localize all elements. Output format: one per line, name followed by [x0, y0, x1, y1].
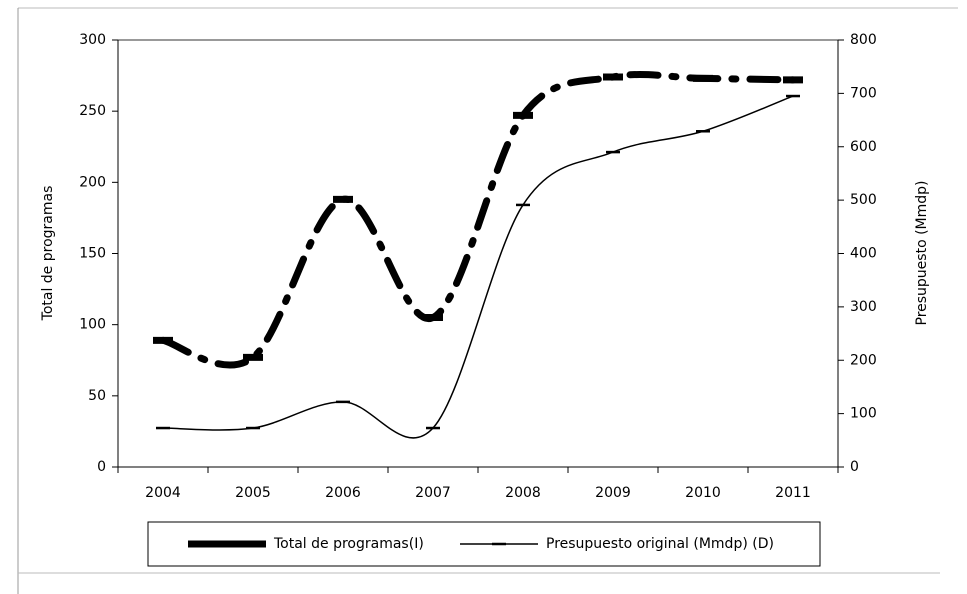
y2-tick-label: 800: [850, 32, 877, 48]
legend-label: Total de programas(I): [273, 536, 424, 552]
y2-tick-label: 300: [850, 299, 877, 315]
y2-tick-label: 500: [850, 192, 877, 208]
y-tick-label: 0: [97, 459, 106, 475]
y2-tick-label: 600: [850, 139, 877, 155]
y-tick-label: 150: [79, 246, 106, 262]
x-tick-label: 2010: [685, 485, 721, 501]
x-tick-label: 2006: [325, 485, 361, 501]
x-tick-label: 2005: [235, 485, 271, 501]
y2-axis-title: Presupuesto (Mmdp): [914, 180, 930, 325]
series-line: [162, 95, 794, 439]
y-tick-label: 300: [79, 32, 106, 48]
y-axis-title: Total de programas: [40, 186, 56, 322]
y-tick-label: 200: [79, 174, 106, 190]
y-tick-label: 100: [79, 317, 106, 333]
legend-box: [147, 521, 821, 567]
y2-tick-label: 400: [850, 246, 877, 262]
series-line: [159, 71, 797, 369]
x-tick-label: 2007: [415, 485, 451, 501]
y2-tick-label: 200: [850, 352, 877, 368]
x-tick-label: 2008: [505, 485, 541, 501]
x-tick-label: 2011: [775, 485, 811, 501]
x-tick-label: 2009: [595, 485, 631, 501]
x-tick-label: 2004: [145, 485, 181, 501]
y2-tick-label: 700: [850, 85, 877, 101]
y2-tick-label: 100: [850, 406, 877, 422]
y-tick-label: 250: [79, 103, 106, 119]
y2-tick-label: 0: [850, 459, 859, 475]
y-tick-label: 50: [88, 388, 106, 404]
legend-label: Presupuesto original (Mmdp) (D): [546, 536, 774, 552]
